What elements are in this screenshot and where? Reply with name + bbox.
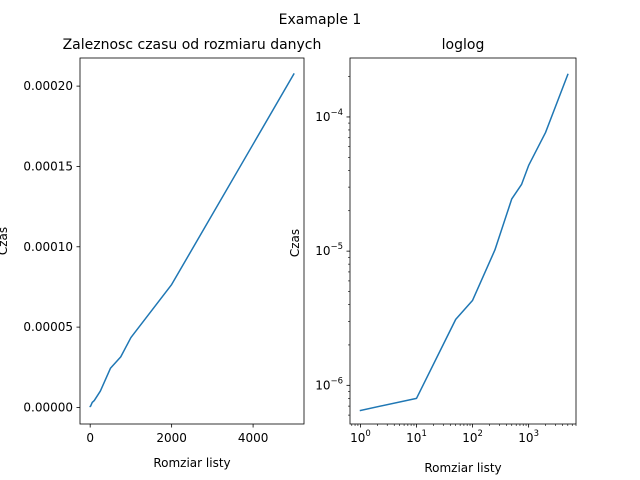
figure-suptitle: Examaple 1 [279, 12, 362, 28]
y-tick-label: 10−5 [315, 242, 343, 258]
y-tick-label: 10−6 [315, 376, 343, 392]
linear-chart-title: Zaleznosc czasu od rozmiaru danych [63, 37, 322, 53]
linear-chart-x-axis-label: Romziar listy [153, 456, 230, 470]
y-tick-label: 0.00005 [23, 320, 73, 334]
loglog-chart-series-line [359, 73, 569, 412]
y-tick-label: 10−4 [315, 108, 343, 124]
y-tick-label: 0.00000 [23, 400, 73, 414]
linear-chart-y-axis-label: Czas [0, 227, 10, 255]
linear-chart-ticks: 0 2000 4000 0.00000 0.00005 0.00010 0.00015 0.0… [23, 79, 268, 445]
y-tick-label: 0.00015 [23, 159, 73, 173]
loglog-chart-ticks: 100 101 102 103 10−6 10−5 10−4 [315, 76, 577, 445]
x-tick-label: 100 [350, 429, 371, 445]
x-tick-label: 101 [406, 429, 427, 445]
y-tick-label: 0.00010 [23, 240, 73, 254]
x-tick-label: 2000 [156, 431, 187, 445]
loglog-chart-y-axis-label: Czas [288, 229, 302, 257]
loglog-chart-title: loglog [442, 37, 485, 53]
y-tick-label: 0.00020 [23, 79, 73, 93]
loglog-chart-frame [349, 57, 577, 425]
loglog-chart-x-axis-label: Romziar listy [424, 461, 501, 475]
linear-chart-series-line [89, 73, 295, 408]
x-tick-label: 4000 [238, 431, 269, 445]
linear-chart-panel: Zaleznosc czasu od rozmiaru danych Romzi… [0, 37, 321, 470]
x-tick-label: 103 [518, 429, 539, 445]
x-tick-label: 0 [86, 431, 94, 445]
loglog-chart-panel: loglog Romziar listy Czas 100 101 102 10310… [288, 37, 577, 475]
x-tick-label: 102 [462, 429, 483, 445]
linear-chart-frame [79, 57, 305, 425]
